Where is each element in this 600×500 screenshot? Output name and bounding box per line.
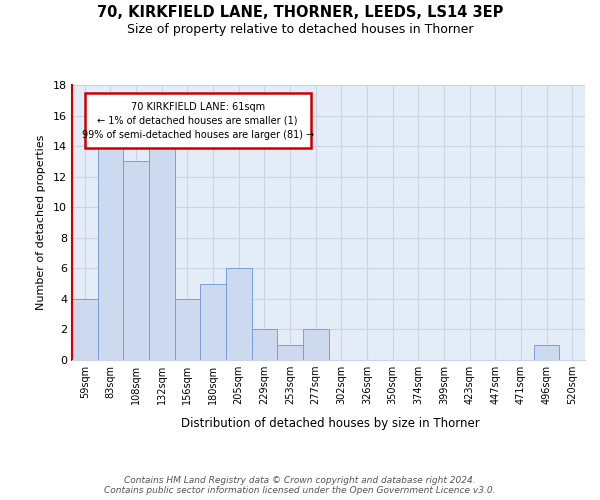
Bar — [200, 284, 226, 360]
Bar — [175, 299, 200, 360]
Text: 70, KIRKFIELD LANE, THORNER, LEEDS, LS14 3EP: 70, KIRKFIELD LANE, THORNER, LEEDS, LS14… — [97, 5, 503, 20]
Text: Distribution of detached houses by size in Thorner: Distribution of detached houses by size … — [181, 418, 479, 430]
Bar — [98, 131, 124, 360]
Y-axis label: Number of detached properties: Number of detached properties — [36, 135, 46, 310]
Bar — [277, 344, 303, 360]
Text: Contains HM Land Registry data © Crown copyright and database right 2024.
Contai: Contains HM Land Registry data © Crown c… — [104, 476, 496, 495]
Text: 70 KIRKFIELD LANE: 61sqm
← 1% of detached houses are smaller (1)
99% of semi-det: 70 KIRKFIELD LANE: 61sqm ← 1% of detache… — [82, 102, 314, 140]
Text: Size of property relative to detached houses in Thorner: Size of property relative to detached ho… — [127, 22, 473, 36]
Bar — [226, 268, 251, 360]
Bar — [303, 330, 329, 360]
Bar — [124, 162, 149, 360]
FancyBboxPatch shape — [85, 93, 311, 148]
Bar — [534, 344, 559, 360]
Bar — [251, 330, 277, 360]
Bar — [72, 299, 98, 360]
Bar — [149, 146, 175, 360]
